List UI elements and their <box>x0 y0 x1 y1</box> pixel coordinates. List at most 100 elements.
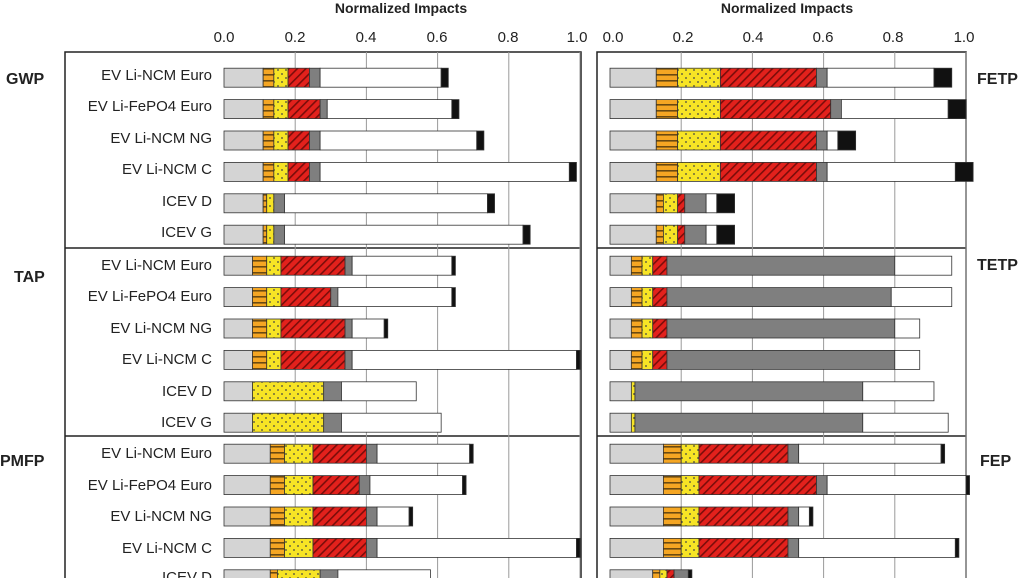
bar-segment-component-yellow-dots <box>641 287 654 308</box>
bar-segment-component-white <box>284 224 524 245</box>
bar-segment-component-gray <box>634 412 864 433</box>
bar-segment-component-yellow-dots <box>284 538 314 558</box>
bar-segment-other <box>223 443 271 464</box>
bar-segment-other <box>609 99 657 119</box>
bar-segment-component-black <box>954 538 960 558</box>
bar-segment-component-white <box>319 130 478 151</box>
bar-segment-component-black <box>947 99 967 119</box>
bar-segment-component-black <box>837 130 857 151</box>
bar-segment-component-red-hatch <box>666 569 675 578</box>
bar-segment-other <box>223 224 264 245</box>
bar-segment-component-yellow-dots <box>252 381 325 402</box>
category-label: EV Li-FePO4 Euro <box>88 477 212 494</box>
bar-segment-other <box>223 349 253 370</box>
tick-left-0: 0.0 <box>214 29 235 46</box>
bar-segment-component-black <box>576 538 581 558</box>
bar-segment-component-white <box>826 67 935 88</box>
bar-segment-component-white <box>862 381 935 402</box>
bar-segment-component-gray <box>787 506 800 527</box>
bar-segment-component-gray <box>816 161 828 182</box>
bar-segment-component-gray <box>319 569 339 578</box>
bar-segment-component-orange-lines <box>269 506 285 527</box>
bar-segment-component-gray <box>365 506 378 527</box>
bar-segment-component-yellow-dots <box>284 475 314 496</box>
bar-segment-other <box>223 99 264 119</box>
bar-segment-other <box>609 412 632 433</box>
bar-segment-component-yellow-dots <box>641 318 654 339</box>
bar-segment-component-orange-lines <box>252 349 268 370</box>
bar-segment-component-red-hatch <box>719 67 817 88</box>
bar-segment-component-black <box>568 161 577 182</box>
bar-segment-component-orange-lines <box>262 193 268 214</box>
bar-segment-other <box>223 67 264 88</box>
bar-segment-component-white <box>890 287 953 308</box>
bar-segment-component-gray <box>816 475 828 496</box>
bar-segment-component-yellow-dots <box>663 193 679 214</box>
bar-segment-component-white <box>341 381 417 402</box>
bar-segment-component-gray <box>634 381 864 402</box>
category-label: EV Li-NCM C <box>122 540 212 557</box>
bar-segment-component-white <box>369 475 463 496</box>
panel-label-tetp: TETP <box>977 257 1018 274</box>
bar-segment-component-yellow-dots <box>273 99 289 119</box>
bar-segment-component-red-hatch <box>698 538 789 558</box>
bar-segment-component-orange-lines <box>269 443 285 464</box>
bar-segment-component-gray <box>309 67 321 88</box>
bar-segment-component-orange-lines <box>630 318 643 339</box>
bar-segment-component-gray <box>673 569 689 578</box>
bar-segment-component-red-hatch <box>280 255 346 276</box>
bar-segment-component-red-hatch <box>677 224 686 245</box>
tick-left-1: 0.2 <box>285 29 306 46</box>
bar-segment-component-gray <box>358 475 371 496</box>
bar-segment-other <box>609 161 657 182</box>
bar-segment-component-yellow-dots <box>266 255 282 276</box>
bar-segment-component-white <box>351 255 453 276</box>
bar-segment-other <box>609 538 664 558</box>
bar-segment-component-black <box>383 318 389 339</box>
bar-segment-other <box>223 193 264 214</box>
bar-segment-component-black <box>716 224 735 245</box>
bar-segment-other <box>223 569 271 578</box>
bar-segment-component-white <box>826 161 956 182</box>
bar-segment-other <box>609 255 632 276</box>
bar-segment-component-black <box>808 506 814 527</box>
bar-segment-component-orange-lines <box>262 161 275 182</box>
bar-segment-component-red-hatch <box>280 318 346 339</box>
panel-label-fetp: FETP <box>977 71 1018 88</box>
bar-segment-component-red-hatch <box>312 506 367 527</box>
bar-segment-component-white <box>798 506 810 527</box>
category-label: EV Li-NCM C <box>122 161 212 178</box>
category-label: EV Li-NCM Euro <box>101 445 212 462</box>
bar-segment-component-orange-lines <box>252 287 268 308</box>
bar-segment-component-yellow-dots <box>266 349 282 370</box>
bar-segment-other <box>609 67 657 88</box>
bar-segment-component-orange-lines <box>252 255 268 276</box>
bar-segment-component-yellow-dots <box>284 443 314 464</box>
bar-segment-component-white <box>705 193 718 214</box>
bar-segment-component-red-hatch <box>719 130 817 151</box>
bar-segment-other <box>609 349 632 370</box>
bar-segment-component-yellow-dots <box>641 349 654 370</box>
category-label: EV Li-NCM NG <box>110 130 212 147</box>
bar-segment-component-orange-lines <box>655 130 679 151</box>
bar-segment-component-gray <box>830 99 842 119</box>
bar-segment-component-red-hatch <box>287 67 310 88</box>
bar-segment-other <box>609 224 657 245</box>
axis-title-left: Normalized Impacts <box>335 0 467 16</box>
bar-segment-component-yellow-dots <box>630 412 636 433</box>
bar-segment-component-gray <box>666 255 896 276</box>
bar-segment-component-white <box>862 412 949 433</box>
bar-segment-component-orange-lines <box>655 224 664 245</box>
tick-right-4: 0.8 <box>883 29 904 46</box>
bar-segment-component-red-hatch <box>698 443 789 464</box>
bar-segment-component-gray <box>787 443 800 464</box>
panel-label-pmfp: PMFP <box>0 453 45 470</box>
bar-segment-component-white <box>337 569 431 578</box>
bar-segment-other <box>609 318 632 339</box>
bar-segment-component-white <box>351 349 577 370</box>
bar-segment-component-orange-lines <box>655 161 679 182</box>
bar-segment-component-red-hatch <box>719 99 832 119</box>
bar-segment-component-white <box>826 475 967 496</box>
bar-segment-component-black <box>451 99 460 119</box>
